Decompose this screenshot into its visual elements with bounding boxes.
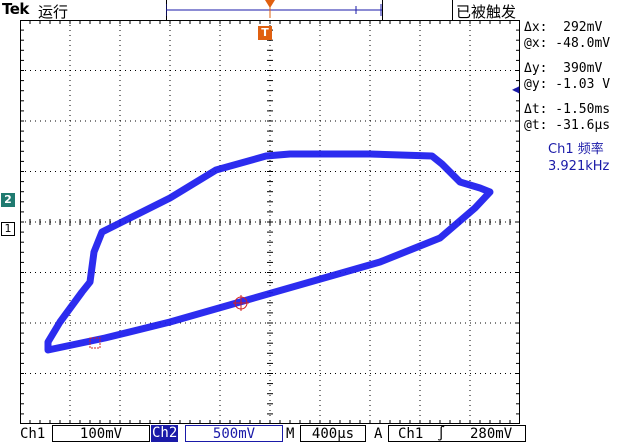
trigger-level: 280mV bbox=[470, 426, 513, 442]
delta-t-readout: Δt: -1.50ms bbox=[524, 102, 611, 117]
ch2-position-marker: 2 bbox=[1, 193, 15, 207]
ch1-label[interactable]: Ch1 bbox=[20, 426, 46, 442]
brand-logo: Tek bbox=[2, 0, 29, 18]
divider bbox=[382, 0, 383, 20]
waveform-display[interactable] bbox=[20, 20, 520, 424]
run-state: 运行 bbox=[38, 3, 69, 21]
measurement-label: Ch1 频率 bbox=[548, 142, 604, 157]
xy-lissajous-trace bbox=[44, 150, 494, 354]
divider bbox=[452, 0, 453, 20]
reference-arrow-icon: ◀ bbox=[512, 82, 520, 96]
bottom-status-bar: Ch1 100mV Ch2 500mV M 400µs A Ch1 ∫ 280m… bbox=[0, 424, 629, 444]
frequency-measurement: Ch1 频率 3.921kHz bbox=[548, 142, 609, 176]
ch1-scale[interactable]: 100mV bbox=[52, 425, 150, 442]
timebase-label: M bbox=[286, 426, 295, 442]
ch2-label[interactable]: Ch2 bbox=[151, 425, 179, 442]
trigger-setting[interactable] bbox=[388, 425, 526, 442]
at-t-readout: @t: -31.6µs bbox=[524, 118, 611, 133]
status-bar: Tek 运行 已被触发 bbox=[0, 0, 629, 21]
at-x-readout: @x: -48.0mV bbox=[524, 36, 611, 51]
trigger-mode: A bbox=[374, 426, 383, 442]
ch2-scale[interactable]: 500mV bbox=[185, 425, 283, 442]
graticule-ticks bbox=[20, 20, 520, 424]
trigger-source: Ch1 bbox=[398, 426, 424, 442]
at-y-readout: @y: -1.03 V bbox=[524, 77, 611, 92]
record-overview bbox=[166, 0, 382, 18]
delta-y-readout: Δy: 390mV bbox=[524, 61, 603, 76]
delta-x-readout: Δx: 292mV bbox=[524, 20, 603, 35]
trigger-position-marker: T bbox=[258, 26, 272, 40]
cursor-readouts: Δx: 292mV @x: -48.0mV Δy: 390mV @y: -1.0… bbox=[524, 20, 629, 134]
trigger-state: 已被触发 bbox=[456, 3, 517, 21]
timebase-value[interactable]: 400µs bbox=[300, 425, 366, 442]
ch1-position-marker: 1 bbox=[1, 222, 15, 236]
cursor-box-icon[interactable] bbox=[89, 337, 101, 349]
measurement-value: 3.921kHz bbox=[548, 159, 610, 174]
rising-edge-icon: ∫ bbox=[437, 426, 446, 442]
